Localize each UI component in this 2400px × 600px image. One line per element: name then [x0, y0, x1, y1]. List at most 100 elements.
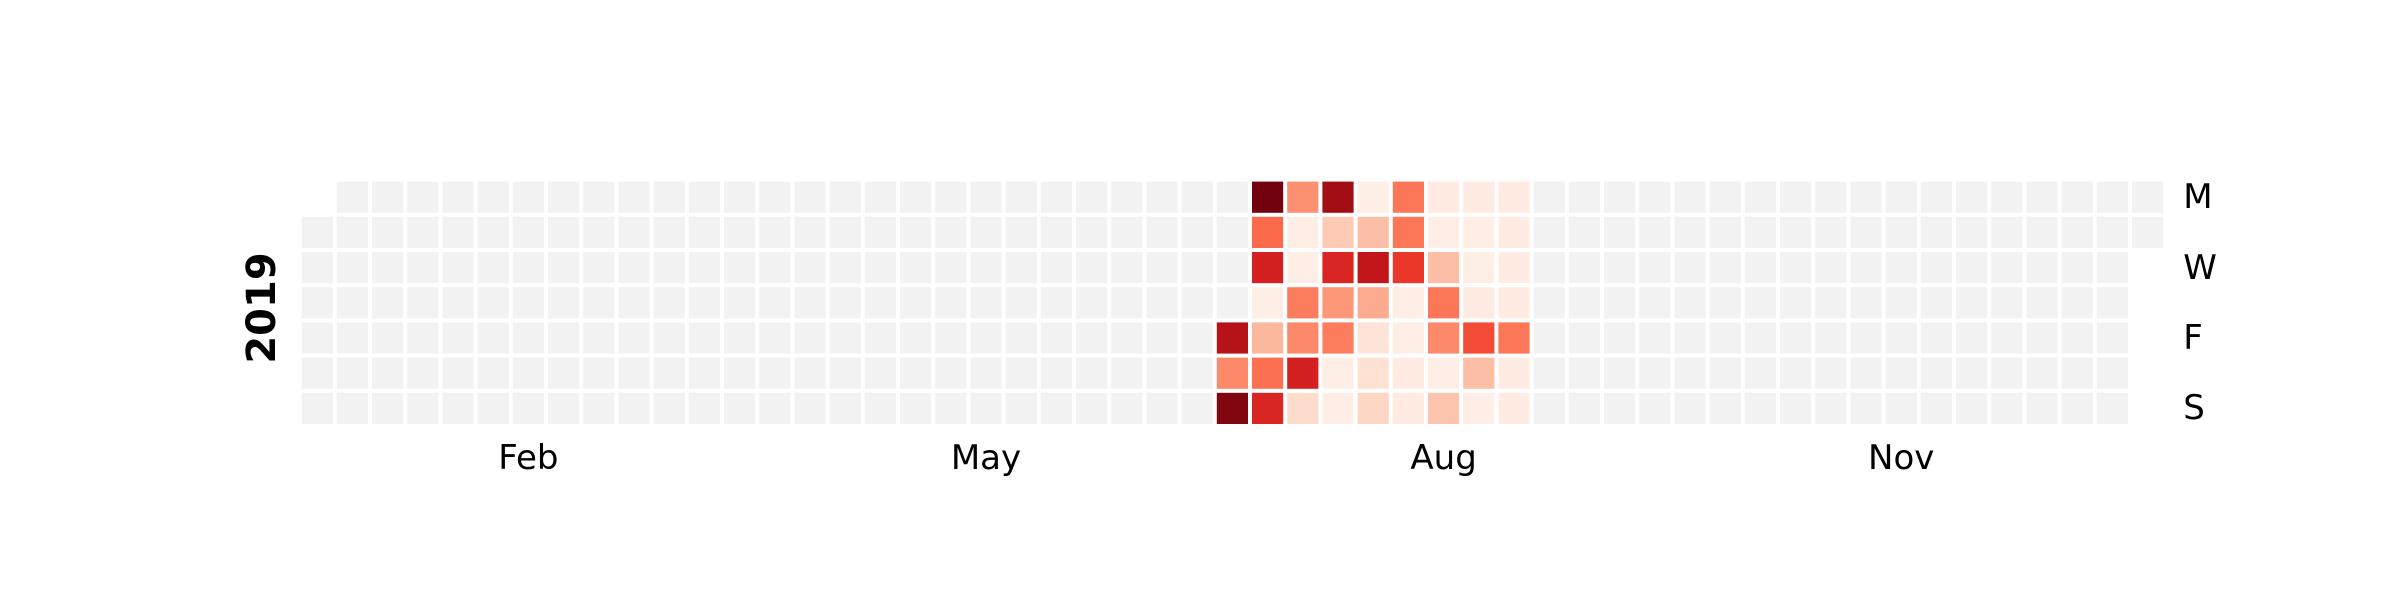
heatmap-cell-empty [1568, 392, 1600, 424]
heatmap-cell-empty [2132, 216, 2164, 248]
heatmap-cell-empty [1780, 181, 1812, 213]
heatmap-cell-empty [1780, 322, 1812, 354]
heatmap-cell-empty [794, 392, 826, 424]
heatmap-cell-empty [1956, 181, 1988, 213]
heatmap-cell-empty [618, 216, 650, 248]
heatmap-cell-empty [548, 181, 580, 213]
heatmap-cell-active [1428, 392, 1460, 424]
heatmap-cell-empty [1568, 181, 1600, 213]
heatmap-cell-empty [1744, 287, 1776, 319]
month-label: Feb [498, 438, 559, 478]
heatmap-cell-active [1322, 181, 1354, 213]
heatmap-cell-empty [1005, 252, 1037, 284]
heatmap-cell-empty [407, 216, 439, 248]
heatmap-cell-active [1322, 357, 1354, 389]
heatmap-cell-empty [2096, 181, 2128, 213]
heatmap-cell-empty [653, 322, 685, 354]
heatmap-cell-empty [1850, 216, 1882, 248]
month-label: Aug [1410, 438, 1477, 478]
heatmap-cell-empty [1146, 357, 1178, 389]
heatmap-cell-empty [548, 287, 580, 319]
heatmap-cell-empty [512, 357, 544, 389]
heatmap-cell-empty [301, 357, 333, 389]
heatmap-cell-empty [372, 357, 404, 389]
heatmap-cell-empty [442, 216, 474, 248]
heatmap-cell-empty [1181, 181, 1213, 213]
heatmap-cell-empty [1674, 392, 1706, 424]
heatmap-cell-empty [2026, 216, 2058, 248]
heatmap-cell-empty [1639, 392, 1671, 424]
heatmap-cell-active [1428, 181, 1460, 213]
heatmap-cell-empty [512, 252, 544, 284]
heatmap-cell-empty [548, 357, 580, 389]
heatmap-cell-active [1216, 357, 1248, 389]
heatmap-cell-empty [301, 287, 333, 319]
heatmap-cell-empty [1533, 322, 1565, 354]
heatmap-cell-empty [900, 322, 932, 354]
heatmap-cell-empty [1181, 357, 1213, 389]
heatmap-cell-empty [1533, 252, 1565, 284]
heatmap-cell-empty [1568, 216, 1600, 248]
heatmap-cell-empty [794, 181, 826, 213]
heatmap-cell-empty [1709, 357, 1741, 389]
heatmap-cell-empty [1850, 252, 1882, 284]
heatmap-cell-empty [724, 357, 756, 389]
heatmap-cell-active [1498, 181, 1530, 213]
heatmap-cell-empty [1850, 322, 1882, 354]
heatmap-cell-empty [759, 357, 791, 389]
heatmap-cell-empty [1005, 322, 1037, 354]
heatmap-cell-empty [1709, 216, 1741, 248]
heatmap-cell-empty [759, 287, 791, 319]
heatmap-cell-active [1287, 181, 1319, 213]
heatmap-cell-empty [1568, 357, 1600, 389]
heatmap-cell-active [1252, 392, 1284, 424]
heatmap-cell-empty [688, 357, 720, 389]
heatmap-cell-empty [829, 357, 861, 389]
heatmap-cell-empty [1146, 252, 1178, 284]
heatmap-cell-active [1322, 392, 1354, 424]
heatmap-cell-empty [2061, 181, 2093, 213]
heatmap-cell-empty [1076, 252, 1108, 284]
heatmap-cell-empty [1991, 252, 2023, 284]
heatmap-cell-empty [1040, 287, 1072, 319]
heatmap-cell-empty [1991, 392, 2023, 424]
heatmap-cell-empty [653, 357, 685, 389]
heatmap-cell-active [1216, 392, 1248, 424]
heatmap-cell-empty [2061, 357, 2093, 389]
heatmap-cell-empty [301, 216, 333, 248]
heatmap-cell-empty [1744, 392, 1776, 424]
heatmap-cell-empty [2061, 216, 2093, 248]
heatmap-cell-empty [1815, 392, 1847, 424]
heatmap-cell-empty [1956, 322, 1988, 354]
heatmap-cell-empty [864, 252, 896, 284]
heatmap-cell-empty [1181, 216, 1213, 248]
heatmap-cell-empty [477, 322, 509, 354]
heatmap-cell-empty [301, 392, 333, 424]
heatmap-cell-empty [1674, 322, 1706, 354]
heatmap-cell-empty [2026, 181, 2058, 213]
heatmap-cell-empty [900, 287, 932, 319]
heatmap-cell-empty [1111, 322, 1143, 354]
heatmap-cell-empty [688, 252, 720, 284]
heatmap-cell-empty [372, 392, 404, 424]
heatmap-cell-empty [1744, 357, 1776, 389]
heatmap-cell-empty [618, 392, 650, 424]
heatmap-cell-active [1428, 216, 1460, 248]
heatmap-cell-empty [372, 181, 404, 213]
month-label: May [950, 438, 1022, 478]
heatmap-cell-empty [618, 287, 650, 319]
heatmap-cell-empty [1709, 287, 1741, 319]
heatmap-cell-empty [1709, 252, 1741, 284]
heatmap-cell-active [1392, 216, 1424, 248]
heatmap-cell-active [1357, 252, 1389, 284]
heatmap-cell-empty [759, 392, 791, 424]
heatmap-cell-empty [1780, 287, 1812, 319]
heatmap-cell-empty [2061, 287, 2093, 319]
heatmap-cell-empty [1674, 357, 1706, 389]
heatmap-cell-active [1392, 252, 1424, 284]
heatmap-cell-empty [336, 322, 368, 354]
heatmap-cell-empty [794, 322, 826, 354]
heatmap-cell-active [1498, 252, 1530, 284]
heatmap-cell-active [1392, 322, 1424, 354]
heatmap-cell-empty [336, 392, 368, 424]
